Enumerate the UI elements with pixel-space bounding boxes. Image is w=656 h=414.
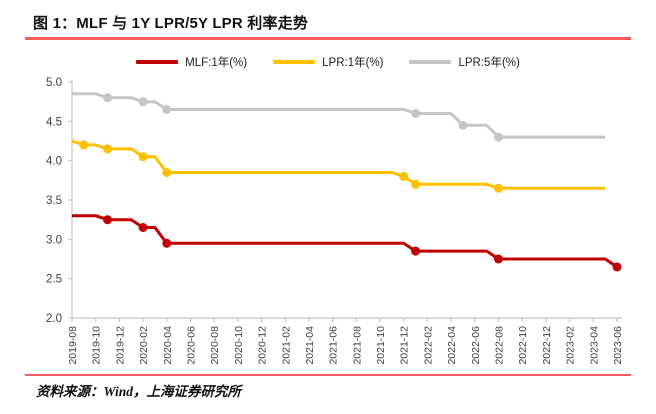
legend-item-lpr-5y: LPR:5年(%) xyxy=(409,54,520,70)
y-tick-label: 2.5 xyxy=(46,274,62,286)
series-marker xyxy=(138,223,148,232)
legend-item-lpr-1y: LPR:1年(%) xyxy=(273,54,383,70)
y-tick-label: 4.5 xyxy=(46,116,62,128)
series-marker xyxy=(79,140,89,150)
legend-line-swatch-mlf xyxy=(136,60,179,64)
series-marker xyxy=(411,109,421,118)
x-tick-label: 2020-04 xyxy=(162,326,174,365)
legend-line-swatch-lpr1y xyxy=(273,60,316,64)
series-marker xyxy=(494,254,503,264)
x-tick-label: 2022-10 xyxy=(517,326,529,365)
series-marker xyxy=(162,168,172,177)
x-tick-label: 2021-10 xyxy=(375,326,387,365)
y-tick-label: 4.0 xyxy=(46,156,62,168)
chart-legend: MLF:1年(%) LPR:1年(%) LPR:5年(%) xyxy=(0,54,656,70)
x-tick-label: 2022-08 xyxy=(494,326,506,365)
x-tick-label: 2020-12 xyxy=(257,326,269,365)
series-marker xyxy=(411,246,421,256)
x-tick-label: 2020-06 xyxy=(185,326,197,365)
y-tick-label: 2.0 xyxy=(46,313,62,325)
series-marker xyxy=(494,183,503,193)
line-chart: 2.0 2.5 3.0 3.5 4.0 4.5 5.0 2019-08 2019-10 2019-… xyxy=(0,70,656,372)
series-line xyxy=(71,139,606,190)
series-marker xyxy=(494,132,503,142)
legend-label-lpr5y: LPR:5年(%) xyxy=(458,57,520,69)
figure-title: 图 1：MLF 与 1Y LPR/5Y LPR 利率走势 xyxy=(33,15,309,32)
x-tick-label: 2021-02 xyxy=(280,326,292,365)
x-tick-label: 2023-06 xyxy=(612,326,624,365)
chart-svg: 2.0 2.5 3.0 3.5 4.0 4.5 5.0 2019-08 2019-10 2019-… xyxy=(46,77,624,365)
x-tick-label: 2023-02 xyxy=(565,326,577,365)
series-marker xyxy=(138,97,148,107)
series-marker xyxy=(612,262,622,272)
x-tick-label: 2019-10 xyxy=(91,326,103,365)
legend-line-swatch-lpr5y xyxy=(409,60,452,64)
legend-label-lpr1y: LPR:1年(%) xyxy=(322,57,384,69)
x-tick-label: 2019-12 xyxy=(114,326,126,365)
y-tick-label: 5.0 xyxy=(46,77,62,89)
series-line xyxy=(72,214,618,269)
legend-item-mlf-1y: MLF:1年(%) xyxy=(136,54,247,70)
series-marker xyxy=(162,105,172,114)
legend-label-mlf: MLF:1年(%) xyxy=(185,57,248,69)
x-tick-label: 2022-04 xyxy=(446,326,458,365)
x-tick-label: 2022-06 xyxy=(470,326,482,365)
y-tick-label: 3.0 xyxy=(46,234,62,246)
series-marker xyxy=(138,152,148,162)
x-tick-label: 2020-02 xyxy=(138,326,150,365)
footer-divider-rule xyxy=(25,374,631,376)
x-tick-label: 2021-04 xyxy=(304,326,316,365)
x-tick-label: 2022-02 xyxy=(422,326,434,365)
series-marker xyxy=(399,171,409,181)
series-marker xyxy=(458,120,468,130)
series-marker xyxy=(103,215,112,225)
data-source-note: 资料来源：Wind，上海证券研究所 xyxy=(36,384,242,399)
series-marker xyxy=(411,179,421,189)
x-tick-label: 2019-08 xyxy=(67,326,79,365)
x-tick-label: 2020-08 xyxy=(209,326,221,365)
y-tick-label: 3.5 xyxy=(46,195,62,207)
x-tick-label: 2021-08 xyxy=(351,326,363,365)
x-tick-label: 2021-06 xyxy=(328,326,340,365)
series-line xyxy=(72,92,606,139)
x-tick-label: 2023-04 xyxy=(588,326,600,365)
series-marker xyxy=(103,93,112,103)
x-tick-label: 2020-10 xyxy=(233,326,245,365)
x-tick-label: 2021-12 xyxy=(399,326,411,365)
x-tick-label: 2022-12 xyxy=(541,326,553,365)
series-marker xyxy=(103,144,112,154)
title-divider-rule xyxy=(25,37,631,40)
series-marker xyxy=(162,238,172,248)
